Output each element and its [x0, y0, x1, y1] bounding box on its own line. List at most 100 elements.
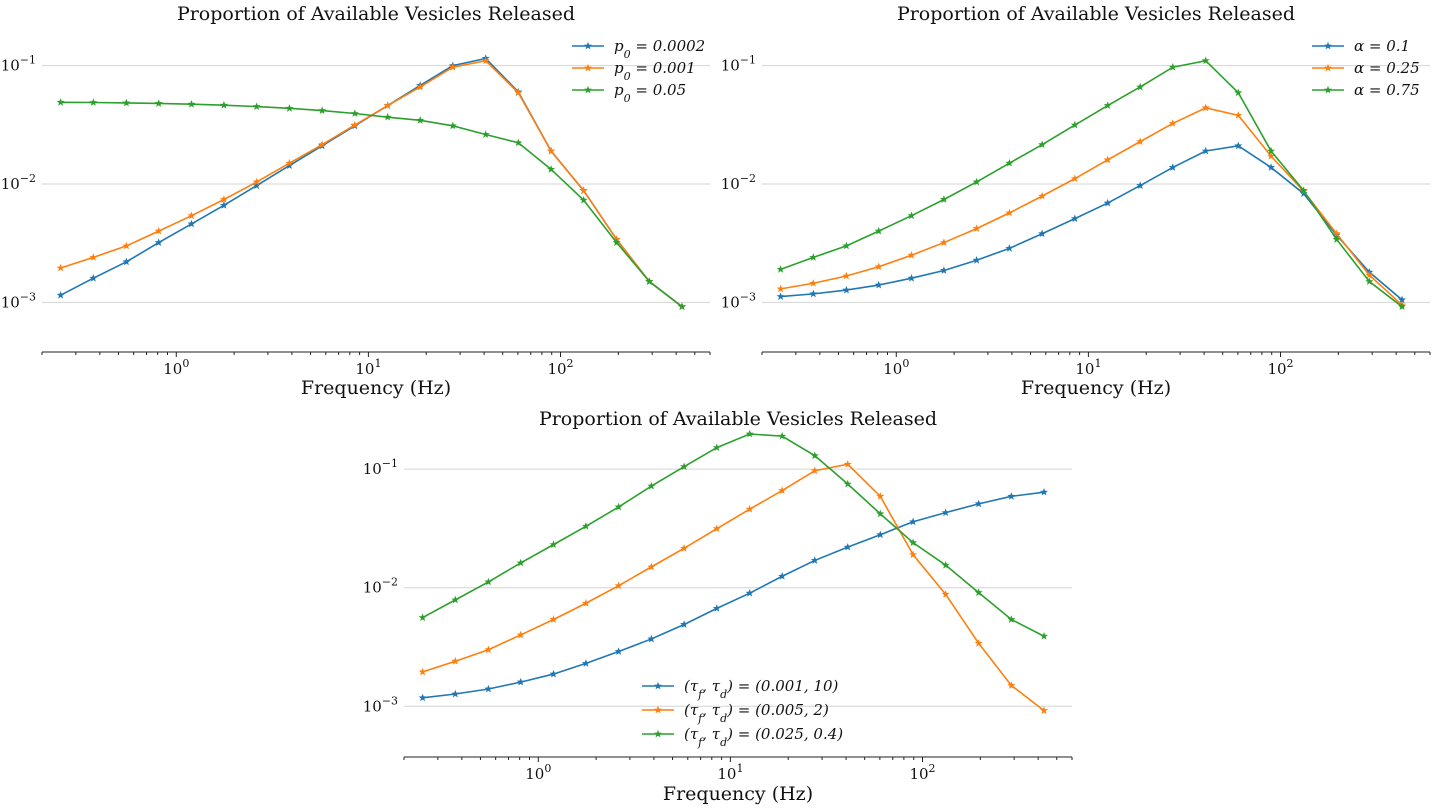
data-point [252, 181, 261, 189]
data-point [122, 98, 131, 107]
data-point [941, 508, 950, 517]
chart-title: Proportion of Available Vesicles Release… [539, 408, 937, 430]
data-point [1201, 56, 1210, 65]
data-point [876, 530, 885, 539]
data-point [647, 562, 656, 571]
data-point [318, 106, 327, 114]
legend-item: α = 0.25 [1312, 59, 1420, 77]
data-point [219, 195, 228, 203]
data-point [843, 542, 852, 551]
legend-item: (τf, τd) = (0.001, 10) [642, 677, 838, 701]
y-tick-label: 10−3 [363, 694, 398, 715]
data-point [549, 540, 558, 549]
data-point [1103, 198, 1112, 207]
series-2 [418, 460, 1048, 714]
data-point [1007, 615, 1016, 623]
chart-title: Proportion of Available Vesicles Release… [897, 3, 1295, 25]
data-point [909, 550, 918, 559]
data-point [1040, 487, 1048, 496]
series-line [780, 59, 1403, 308]
data-point [712, 524, 721, 533]
x-tick-label: 102 [909, 762, 935, 783]
x-tick-label: 102 [547, 357, 573, 378]
data-point [974, 639, 983, 647]
data-point [972, 256, 981, 264]
data-point [1136, 181, 1145, 189]
data-point [678, 302, 686, 311]
data-point [1103, 155, 1112, 164]
data-point [1038, 140, 1047, 149]
legend-marker [654, 705, 662, 714]
data-point [581, 599, 590, 607]
data-point [810, 556, 819, 564]
data-point [549, 669, 558, 678]
data-point [1070, 174, 1079, 183]
data-point [614, 647, 623, 655]
y-tick-label: 10−3 [1, 290, 36, 311]
x-tick-label: 100 [883, 357, 909, 378]
data-point [876, 492, 885, 500]
data-point [1005, 158, 1014, 167]
data-point [350, 120, 359, 129]
x-tick-label: 101 [355, 357, 381, 378]
data-point [514, 138, 523, 147]
data-point [1267, 151, 1276, 160]
data-point [909, 517, 918, 526]
legend-item: (τf, τd) = (0.005, 2) [642, 701, 829, 725]
series-1 [56, 54, 686, 311]
data-point [941, 590, 950, 598]
data-point [776, 265, 785, 273]
data-point [1398, 302, 1406, 311]
data-point [484, 645, 493, 654]
data-point [122, 257, 131, 266]
x-axis-label: Frequency (Hz) [663, 783, 813, 805]
series-line [780, 145, 1403, 301]
legend-item: p0 = 0.0002 [572, 37, 705, 61]
data-point [1005, 208, 1014, 217]
data-point [745, 588, 754, 597]
data-point [1103, 101, 1112, 109]
data-point [1168, 119, 1177, 127]
series-line [780, 106, 1403, 306]
legend-label: (τf, τd) = (0.025, 0.4) [684, 725, 843, 749]
legend-item: α = 0.75 [1312, 81, 1420, 99]
data-point [154, 238, 163, 246]
data-point [89, 98, 98, 106]
data-point [383, 101, 392, 109]
data-point [56, 98, 65, 106]
y-tick-label: 10−1 [363, 457, 398, 478]
data-point [645, 277, 654, 285]
data-point [974, 499, 983, 508]
data-point [614, 581, 623, 590]
chart-panel-1: Proportion of Available Vesicles Release… [1, 3, 711, 399]
data-point [579, 195, 588, 204]
data-point [1168, 163, 1177, 171]
data-point [1040, 632, 1048, 640]
data-point [581, 522, 590, 530]
data-point [809, 253, 818, 261]
data-point [1365, 270, 1374, 279]
data-point [809, 279, 818, 287]
data-point [547, 165, 556, 173]
legend-marker [584, 63, 592, 72]
data-point [285, 161, 294, 170]
legend: (τf, τd) = (0.001, 10)(τf, τd) = (0.005,… [642, 677, 843, 749]
legend-item: α = 0.1 [1312, 37, 1410, 55]
data-point [974, 588, 983, 596]
data-point [907, 211, 916, 220]
data-point [1299, 189, 1308, 197]
x-tick-label: 102 [1267, 357, 1293, 378]
data-point [1038, 191, 1047, 200]
data-point [972, 224, 981, 232]
legend-label: α = 0.75 [1354, 81, 1420, 99]
x-tick-label: 101 [717, 762, 743, 783]
data-point [1070, 214, 1079, 223]
data-point [418, 693, 427, 702]
data-point [89, 274, 98, 282]
data-point [680, 544, 689, 552]
data-point [1299, 186, 1308, 194]
y-tick-label: 10−1 [1, 54, 36, 75]
data-point [842, 241, 851, 250]
legend-item: p0 = 0.001 [572, 59, 696, 83]
